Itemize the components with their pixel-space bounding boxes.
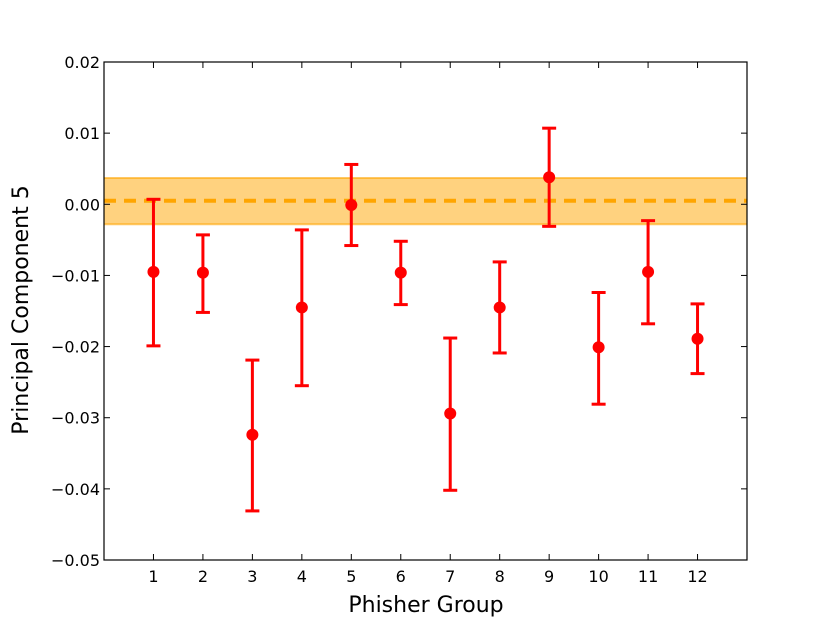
y-axis-label: Principal Component 5 — [9, 185, 34, 434]
y-tick-label-5: 0.00 — [64, 195, 100, 214]
plot-frame — [103, 61, 748, 561]
x-tick-label-10: 10 — [588, 567, 608, 586]
plot-frame-layer — [103, 61, 748, 561]
data-point-1 — [147, 265, 160, 278]
data-point-12 — [691, 332, 704, 345]
y-tick-label-2: −0.03 — [51, 409, 100, 428]
data-point-layer — [147, 171, 704, 441]
y-tick-label-1: −0.04 — [51, 480, 100, 499]
x-tick-label-3: 3 — [247, 567, 257, 586]
data-point-9 — [543, 171, 556, 184]
y-tick-label-4: −0.01 — [51, 266, 100, 285]
y-tick-label-7: 0.02 — [64, 53, 100, 72]
x-tick-label-7: 7 — [445, 567, 455, 586]
data-point-10 — [592, 341, 605, 354]
x-tick-label-5: 5 — [346, 567, 356, 586]
x-tick-label-12: 12 — [687, 567, 707, 586]
data-point-6 — [394, 266, 407, 279]
y-tick-label-0: −0.05 — [51, 551, 100, 570]
x-tick-label-1: 1 — [148, 567, 158, 586]
y-tick-label-3: −0.02 — [51, 338, 100, 357]
x-tick-label-9: 9 — [544, 567, 554, 586]
x-tick-label-11: 11 — [638, 567, 658, 586]
x-tick-label-4: 4 — [297, 567, 307, 586]
data-point-4 — [295, 301, 308, 314]
x-tick-label-8: 8 — [495, 567, 505, 586]
data-point-2 — [196, 266, 209, 279]
x-axis-label: Phisher Group — [348, 593, 503, 618]
data-point-11 — [642, 265, 655, 278]
x-tick-label-6: 6 — [396, 567, 406, 586]
x-tick-label-2: 2 — [198, 567, 208, 586]
data-point-7 — [444, 407, 457, 420]
tick-layer: 1 2 3 4 5 6 7 8 9 10 11 12−0.05−0.04−0.03−0.02−0.01… — [51, 53, 747, 586]
data-point-8 — [493, 301, 506, 314]
y-tick-label-6: 0.01 — [64, 124, 100, 143]
data-point-5 — [345, 198, 358, 211]
data-point-3 — [246, 428, 259, 441]
